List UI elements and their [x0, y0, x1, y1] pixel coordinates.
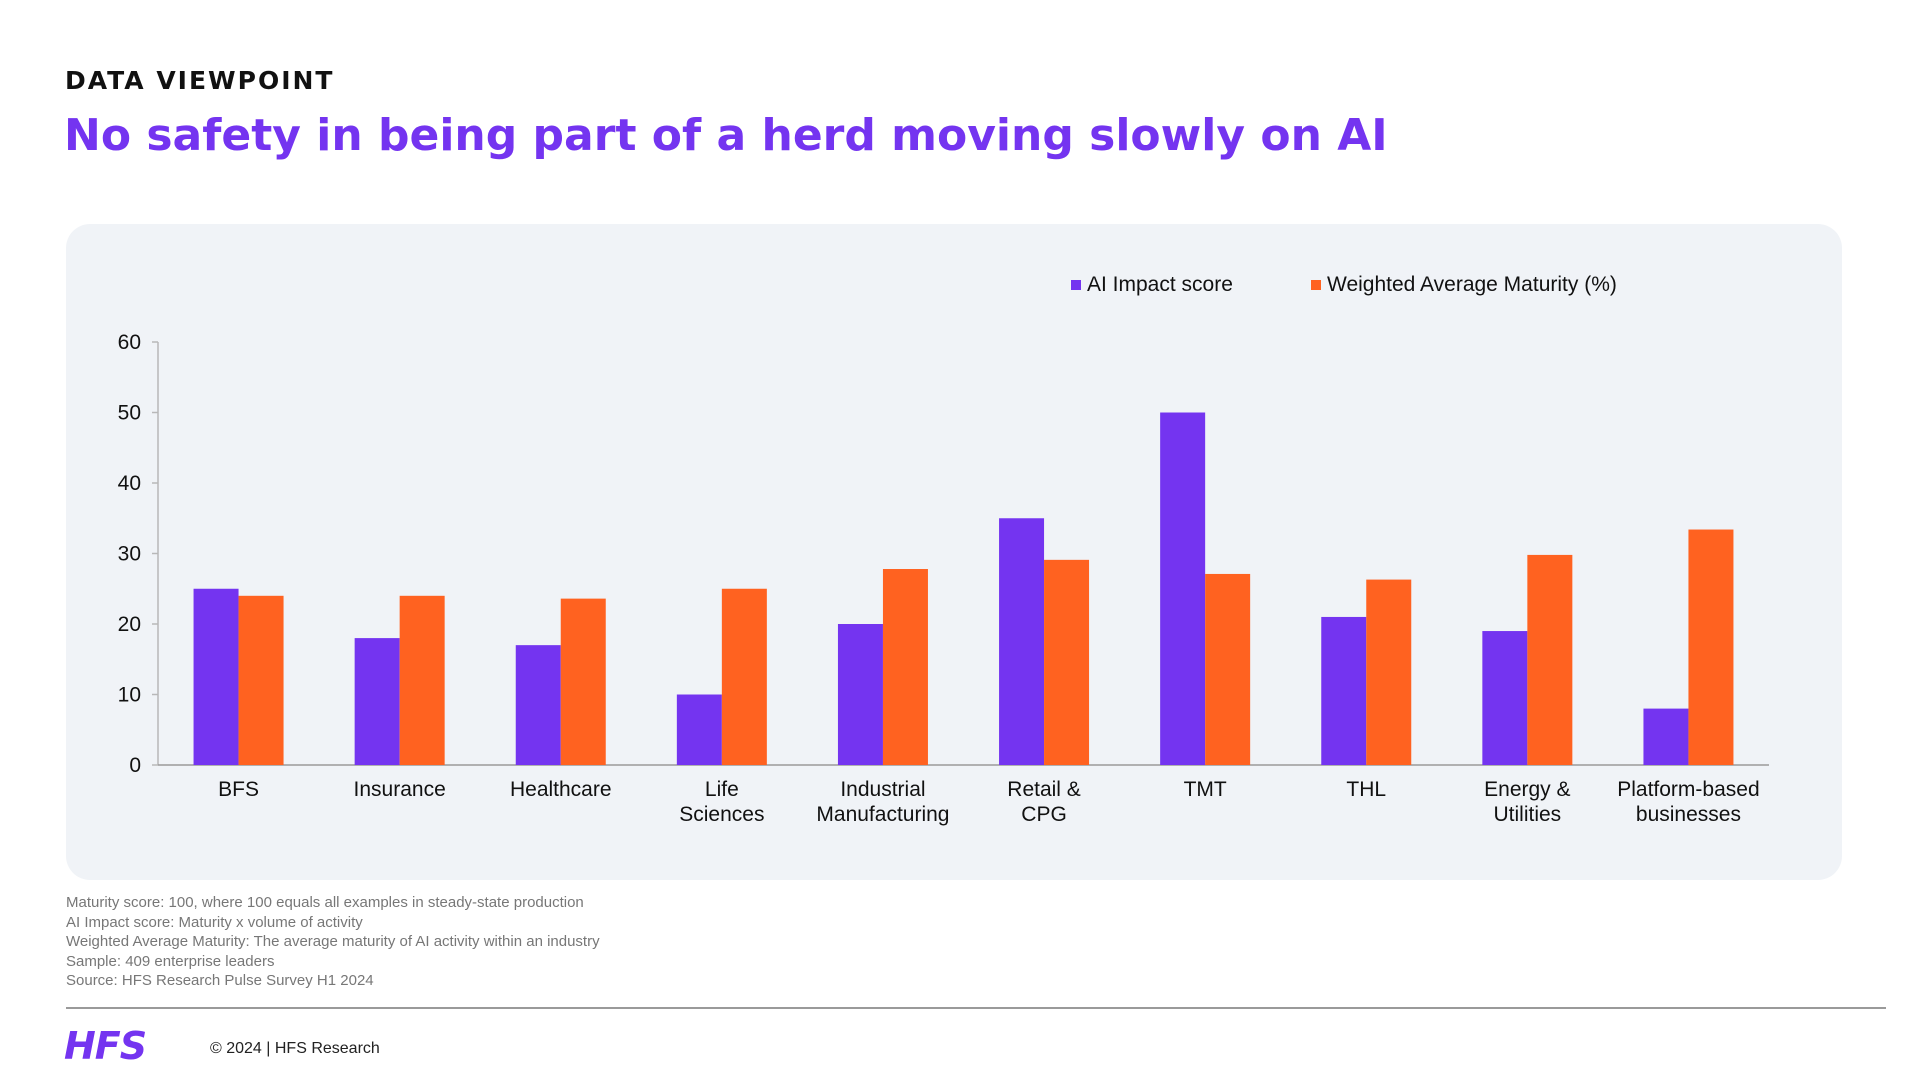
x-tick-label: BFS	[218, 778, 259, 801]
y-tick-label: 40	[118, 472, 141, 495]
copyright-text: © 2024 | HFS Research	[210, 1040, 380, 1057]
bar-ai-impact	[1482, 631, 1528, 765]
page-title: No safety in being part of a herd moving…	[64, 110, 1388, 161]
chart-panel: 0 10 20 30 40 50 60 BFS Insurance Healthcare Life S…	[66, 224, 1842, 880]
bar-weighted-maturity	[721, 588, 767, 765]
footnote: Sample: 409 enterprise leaders	[66, 952, 275, 970]
x-tick-label: Life Sciences	[679, 778, 764, 826]
bar-ai-impact	[1160, 412, 1206, 765]
y-tick-label: 20	[118, 613, 141, 636]
bar-weighted-maturity	[1366, 579, 1412, 765]
x-tick-label-line: Utilities	[1494, 803, 1562, 826]
y-tick-label: 60	[118, 331, 141, 354]
x-tick-label-line: Insurance	[354, 778, 446, 801]
x-tick-label-line: Life	[705, 778, 739, 801]
legend-label: Weighted Average Maturity (%)	[1327, 273, 1617, 296]
eyebrow-label: DATA VIEWPOINT	[65, 66, 335, 95]
y-tick-label: 10	[118, 684, 141, 707]
x-tick-label-line: Manufacturing	[816, 803, 949, 826]
legend-swatch	[1071, 280, 1081, 290]
hfs-logo: HFS	[64, 1024, 147, 1068]
bar-weighted-maturity	[238, 595, 284, 765]
bar-ai-impact	[999, 518, 1045, 765]
x-tick-label: TMT	[1184, 778, 1227, 801]
y-tick-label: 50	[118, 402, 141, 425]
footnote: Source: HFS Research Pulse Survey H1 202…	[66, 972, 374, 989]
y-tick-label: 30	[118, 543, 141, 566]
bar-ai-impact	[354, 638, 400, 765]
bar-ai-impact	[1643, 708, 1689, 765]
x-tick-label-line: Industrial	[840, 778, 925, 801]
bar-weighted-maturity	[1044, 559, 1090, 765]
footnotes: Maturity score: 100, where 100 equals al…	[66, 893, 600, 991]
x-tick-label-line: Energy &	[1484, 778, 1570, 801]
bar-ai-impact	[837, 624, 883, 765]
bar-weighted-maturity	[1688, 529, 1734, 765]
x-tick-label-line: Sciences	[679, 803, 764, 826]
x-tick-label-line: Healthcare	[510, 778, 612, 801]
bar-ai-impact	[1321, 616, 1367, 765]
footnote: Weighted Average Maturity: The average m…	[66, 933, 600, 950]
bar-weighted-maturity	[399, 595, 445, 765]
bar-ai-impact	[515, 645, 561, 765]
x-tick-label-line: Platform-based	[1617, 778, 1759, 801]
legend-label: AI Impact score	[1087, 273, 1233, 296]
x-tick-label-line: Retail &	[1007, 778, 1081, 801]
bar-weighted-maturity	[560, 598, 606, 765]
x-tick-label-line: CPG	[1021, 803, 1067, 826]
footer-divider	[66, 1007, 1886, 1009]
bar-chart: 0 10 20 30 40 50 60 BFS Insurance Healthcare Life S…	[118, 273, 1769, 826]
bar-ai-impact	[193, 588, 239, 765]
x-tick-label: Healthcare	[510, 778, 612, 801]
x-tick-label: Industrial Manufacturing	[816, 778, 949, 826]
x-tick-label: Platform-based businesses	[1617, 778, 1759, 826]
x-tick-label: Insurance	[354, 778, 446, 801]
x-tick-label: THL	[1346, 778, 1386, 801]
x-tick-label-line: THL	[1346, 778, 1386, 801]
x-tick-label-line: TMT	[1184, 778, 1227, 801]
bar-weighted-maturity	[1205, 573, 1251, 765]
y-tick-label: 0	[129, 754, 141, 777]
footnote: AI Impact score: Maturity x volume of ac…	[66, 913, 363, 931]
legend-swatch	[1311, 280, 1321, 290]
bar-weighted-maturity	[882, 569, 928, 765]
x-tick-label-line: BFS	[218, 778, 259, 801]
x-tick-label: Retail & CPG	[1007, 778, 1081, 826]
x-tick-label: Energy & Utilities	[1484, 778, 1570, 826]
bar-weighted-maturity	[1527, 554, 1573, 765]
x-tick-label-line: businesses	[1636, 803, 1741, 826]
footnote: Maturity score: 100, where 100 equals al…	[66, 894, 584, 911]
bar-ai-impact	[676, 694, 722, 765]
